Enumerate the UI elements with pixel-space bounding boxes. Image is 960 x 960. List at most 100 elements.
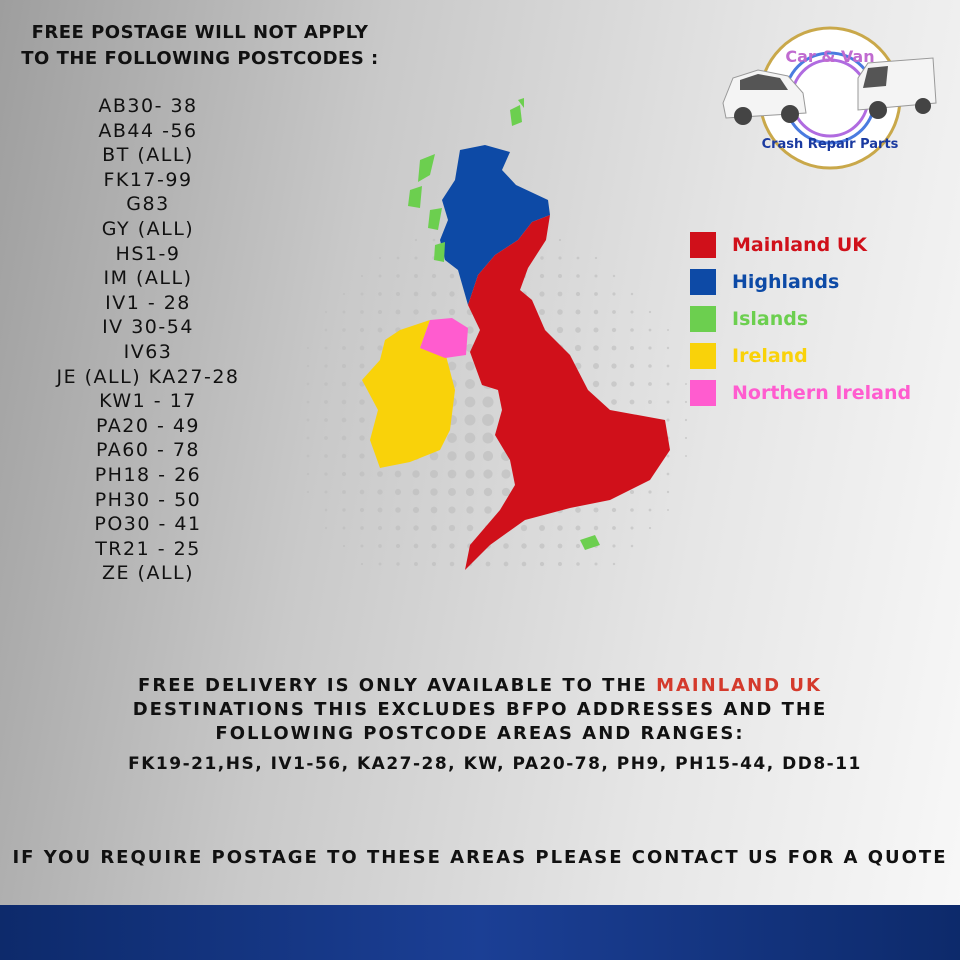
map-dot	[575, 291, 581, 297]
map-dot	[449, 273, 455, 279]
map-dot	[483, 469, 493, 479]
map-dot	[394, 470, 402, 478]
map-dot	[324, 346, 328, 350]
map-dot	[324, 508, 328, 512]
van-icon	[857, 57, 937, 119]
map-dot	[593, 345, 599, 351]
map-dot	[395, 543, 401, 549]
map-dot	[447, 469, 457, 479]
map-dot	[666, 454, 670, 458]
map-dot	[449, 543, 455, 549]
map-dot	[612, 310, 616, 314]
map-dot	[593, 507, 599, 513]
map-dot	[520, 524, 528, 532]
map-dot	[465, 361, 475, 371]
legend-item: Mainland UK	[690, 226, 911, 263]
map-dot	[342, 508, 346, 512]
postcode-item: FK17-99	[103, 168, 193, 191]
map-dot	[648, 328, 652, 332]
map-dot	[648, 310, 652, 314]
map-dot	[324, 310, 328, 314]
map-dot	[592, 380, 600, 388]
map-dot	[539, 561, 545, 567]
map-dot	[648, 364, 652, 368]
map-dot	[574, 344, 582, 352]
map-dot	[464, 396, 476, 408]
map-dot	[377, 309, 383, 315]
map-dot	[630, 328, 634, 332]
map-dot	[482, 414, 494, 426]
map-dot	[666, 382, 670, 386]
map-dot	[592, 362, 600, 370]
map-dot	[431, 273, 437, 279]
map-dot	[538, 308, 546, 316]
map-dot	[429, 469, 439, 479]
map-dot	[359, 363, 365, 369]
map-dot	[448, 488, 456, 496]
map-dot	[575, 507, 581, 513]
postcode-item: ZE (ALL)	[101, 562, 195, 585]
postcode-item: IV 30-54	[102, 316, 194, 339]
map-dot	[341, 471, 347, 477]
map-dot	[482, 450, 494, 462]
postcode-item: IM (ALL)	[103, 267, 193, 290]
map-dot	[306, 364, 310, 368]
footer-banner	[0, 905, 960, 960]
map-dot	[377, 525, 383, 531]
map-dot	[377, 345, 383, 351]
map-dot	[341, 453, 347, 459]
map-dot	[484, 506, 492, 514]
map-region-islands	[408, 98, 600, 550]
map-dot	[648, 526, 652, 530]
map-dot	[594, 292, 598, 296]
map-dot	[341, 363, 347, 369]
map-dot	[557, 291, 563, 297]
excluded-ranges: FK19-21,HS, IV1-56, KA27-28, KW, PA20-78…	[128, 754, 862, 774]
map-dot	[666, 346, 670, 350]
map-dot	[501, 469, 511, 479]
map-region-mainland	[465, 215, 670, 570]
map-dot	[594, 256, 598, 260]
postcode-item: IV63	[123, 340, 173, 363]
uk-map	[306, 98, 688, 570]
map-dot	[306, 346, 310, 350]
map-dot	[378, 292, 382, 296]
map-dot	[576, 256, 580, 260]
map-dot	[648, 508, 652, 512]
map-dot	[324, 436, 328, 440]
map-dot	[412, 506, 420, 514]
map-dot	[539, 543, 545, 549]
map-dot	[465, 451, 475, 461]
map-dot	[611, 363, 617, 369]
postcode-item: PH18 - 26	[94, 463, 202, 486]
map-dot	[629, 399, 635, 405]
map-region-highlands	[440, 145, 550, 305]
map-dot	[324, 454, 328, 458]
postcode-item: KW1 - 17	[99, 390, 197, 413]
map-dot	[483, 487, 493, 497]
map-dot	[503, 543, 509, 549]
map-dot	[395, 507, 401, 513]
legend-label: Northern Ireland	[732, 381, 912, 404]
map-dot	[431, 291, 437, 297]
map-dot	[684, 454, 688, 458]
map-dot	[431, 543, 437, 549]
map-dot	[324, 328, 328, 332]
map-dot	[377, 327, 383, 333]
postcode-item: TR21 - 25	[95, 537, 201, 560]
map-dot	[359, 327, 365, 333]
legend-label: Islands	[732, 307, 809, 330]
map-dot	[342, 310, 346, 314]
map-dot	[359, 417, 365, 423]
notice-line-1: FREE DELIVERY IS ONLY AVAILABLE TO THE	[138, 675, 657, 696]
map-dot	[575, 543, 581, 549]
heading-line-2: TO THE FOLLOWING POSTCODES :	[21, 48, 379, 69]
logo-top-text: Car & Van	[785, 47, 874, 66]
map-dot	[612, 562, 616, 566]
map-dot	[431, 561, 437, 567]
map-dot	[503, 561, 509, 567]
map-dot	[666, 472, 670, 476]
map-dot	[430, 488, 438, 496]
map-dot	[465, 379, 475, 389]
map-dot	[342, 526, 346, 530]
